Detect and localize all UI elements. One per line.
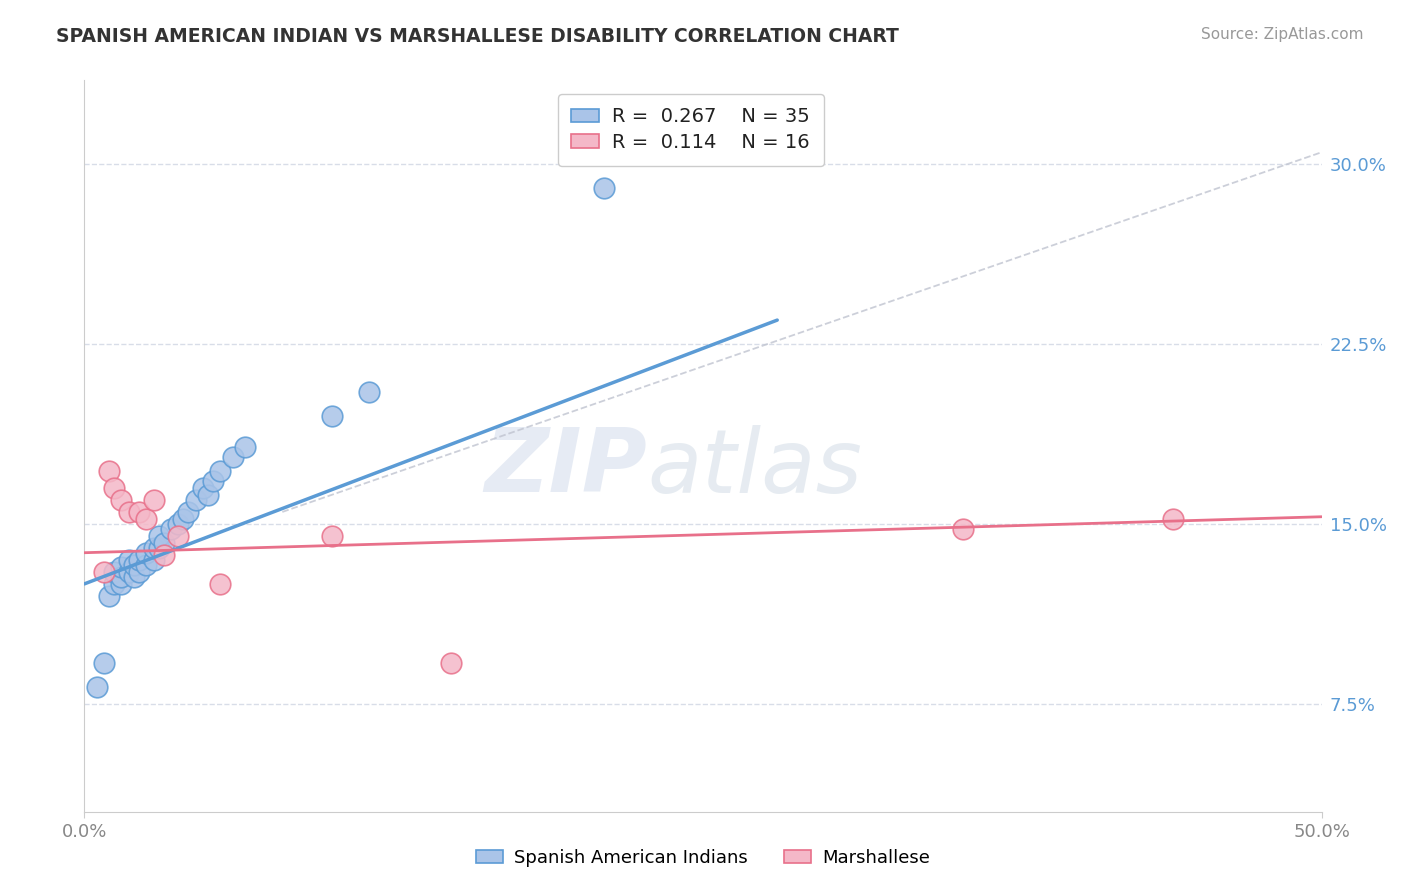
Point [233, 440, 256, 454]
Text: ZIP: ZIP [485, 425, 647, 511]
Point [952, 522, 974, 536]
Point [172, 512, 194, 526]
Point [98, 464, 121, 478]
Point [135, 512, 157, 526]
Point [222, 450, 245, 464]
Text: atlas: atlas [647, 425, 862, 511]
Legend: Spanish American Indians, Marshallese: Spanish American Indians, Marshallese [470, 842, 936, 874]
Point [93, 565, 115, 579]
Point [1161, 512, 1184, 526]
Point [167, 516, 190, 531]
Point [128, 565, 150, 579]
Point [110, 560, 132, 574]
Point [135, 546, 157, 560]
Point [110, 492, 132, 507]
Point [142, 541, 165, 555]
Point [122, 570, 145, 584]
Point [148, 529, 170, 543]
Point [103, 577, 125, 591]
Point [321, 409, 343, 423]
Point [160, 522, 183, 536]
Point [142, 492, 165, 507]
Point [86, 680, 108, 694]
Point [439, 656, 461, 670]
Point [321, 529, 343, 543]
Point [110, 577, 132, 591]
Point [122, 558, 145, 572]
Point [98, 589, 121, 603]
Point [357, 385, 380, 400]
Point [103, 565, 125, 579]
Point [103, 481, 125, 495]
Point [128, 553, 150, 567]
Point [152, 536, 174, 550]
Point [118, 565, 141, 579]
Legend: R =  0.267    N = 35, R =  0.114    N = 16: R = 0.267 N = 35, R = 0.114 N = 16 [558, 94, 824, 166]
Point [118, 553, 141, 567]
Point [209, 464, 232, 478]
Point [197, 488, 219, 502]
Text: SPANISH AMERICAN INDIAN VS MARSHALLESE DISABILITY CORRELATION CHART: SPANISH AMERICAN INDIAN VS MARSHALLESE D… [56, 27, 898, 45]
Point [184, 492, 207, 507]
Text: Source: ZipAtlas.com: Source: ZipAtlas.com [1201, 27, 1364, 42]
Point [93, 656, 115, 670]
Point [209, 577, 232, 591]
Point [177, 505, 200, 519]
Point [152, 548, 174, 562]
Point [118, 505, 141, 519]
Point [167, 529, 190, 543]
Point [128, 505, 150, 519]
Point [202, 474, 225, 488]
Point [148, 541, 170, 555]
Point [142, 553, 165, 567]
Point [191, 481, 214, 495]
Point [110, 570, 132, 584]
Point [135, 558, 157, 572]
Point [593, 181, 616, 195]
